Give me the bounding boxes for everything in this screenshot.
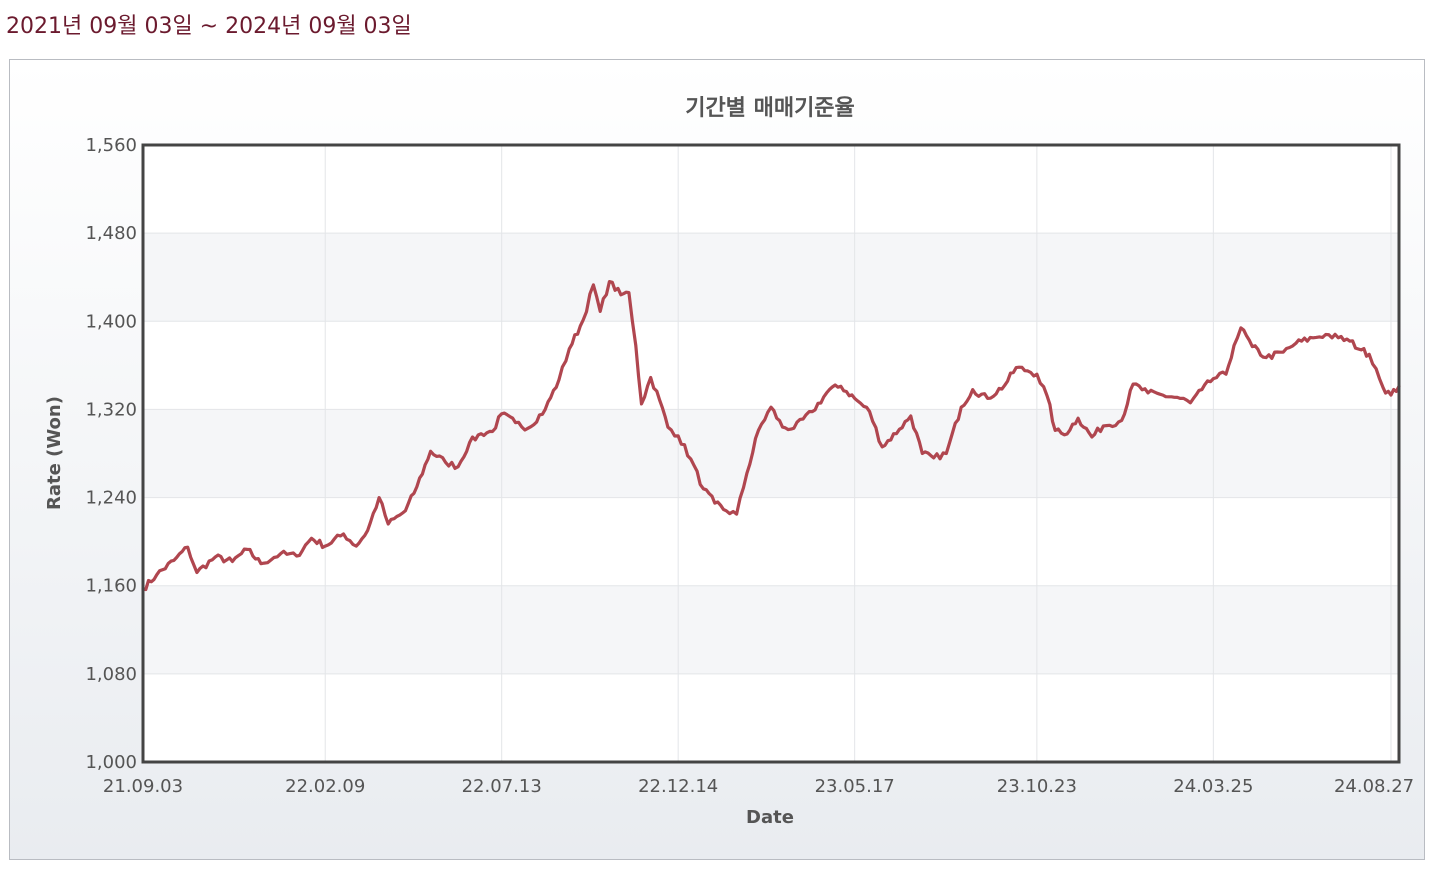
x-tick-label: 21.09.03 — [103, 776, 183, 797]
plot-band — [143, 145, 1399, 234]
period-label: 2021년 09월 03일 ~ 2024년 09월 03일 — [6, 14, 412, 39]
x-tick-label: 22.12.14 — [638, 776, 718, 797]
y-axis-label: Rate (Won) — [44, 396, 65, 510]
plot-border — [141, 143, 1401, 764]
gridlines — [142, 144, 1399, 763]
y-tick-label: 1,480 — [85, 223, 137, 244]
y-tick-label: 1,240 — [85, 488, 137, 509]
plot-band — [143, 409, 1399, 498]
chart-title: 기간별 매매기준율 — [685, 96, 855, 121]
x-axis-label: Date — [746, 807, 794, 828]
y-tick-label: 1,560 — [85, 135, 137, 156]
plot-band — [143, 585, 1399, 674]
y-tick-label: 1,160 — [85, 576, 137, 597]
x-axis-ticks: 21.09.03 22.02.09 22.07.13 22.12.14 23.05.17… — [103, 776, 1414, 797]
y-tick-label: 1,320 — [85, 399, 137, 420]
chart-panel: 기간별 매매기준율 1,000 1,080 1,160 1,240 1,320 1,400… — [9, 59, 1425, 860]
x-tick-label: 24.08.27 — [1334, 776, 1414, 797]
x-tick-label: 23.10.23 — [997, 776, 1077, 797]
y-tick-label: 1,080 — [85, 664, 137, 685]
y-tick-label: 1,400 — [85, 311, 137, 332]
y-tick-label: 1,000 — [85, 752, 137, 773]
plot-band — [143, 321, 1399, 410]
plot-band — [143, 673, 1399, 762]
plot-band — [143, 233, 1399, 322]
x-tick-label: 22.07.13 — [462, 776, 542, 797]
x-tick-label: 24.03.25 — [1173, 776, 1253, 797]
y-axis-ticks: 1,000 1,080 1,160 1,240 1,320 1,400 1,480 1,560 — [85, 135, 137, 773]
x-tick-label: 22.02.09 — [285, 776, 365, 797]
x-tick-label: 23.05.17 — [815, 776, 895, 797]
exchange-rate-chart: 기간별 매매기준율 1,000 1,080 1,160 1,240 1,320 1,400… — [44, 96, 1414, 828]
rate-line — [141, 280, 1401, 592]
